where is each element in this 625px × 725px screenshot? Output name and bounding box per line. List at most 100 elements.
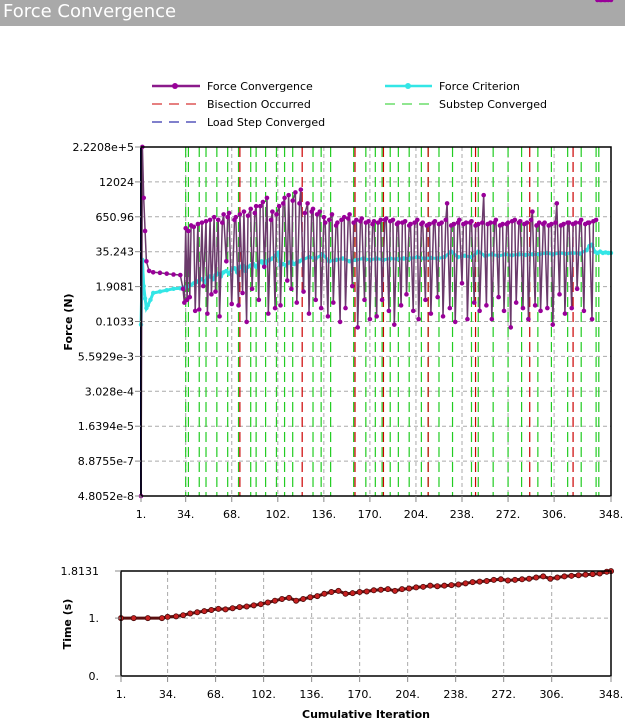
- force-convergence-point: [325, 314, 331, 319]
- time-point: [300, 595, 307, 602]
- force-convergence-point: [142, 228, 148, 234]
- force-convergence-point: [542, 220, 547, 225]
- force-convergence-point: [306, 311, 312, 316]
- legend-entry-load-step-converged[interactable]: Load Step Converged: [152, 116, 325, 129]
- force-convergence-point: [192, 308, 198, 314]
- force-convergence-point: [402, 219, 408, 224]
- force-convergence-point: [240, 290, 245, 296]
- force-convergence-point: [257, 203, 263, 209]
- force-convergence-point: [335, 220, 340, 225]
- force-convergence-point: [282, 195, 287, 201]
- force-convergence-point: [260, 199, 266, 205]
- force-convergence-point: [196, 307, 202, 312]
- time-point: [342, 590, 349, 597]
- force-convergence-point: [199, 220, 205, 225]
- time-point: [504, 577, 511, 584]
- y-tick-label: 0.1033: [96, 316, 135, 329]
- force-convergence-point: [493, 217, 499, 223]
- time-point: [519, 576, 526, 583]
- force-convergence-point: [289, 286, 294, 292]
- y-tick-label: 12024: [99, 176, 134, 189]
- time-point: [384, 586, 391, 593]
- force-convergence-point: [371, 219, 377, 224]
- force-convergence-point: [536, 220, 542, 225]
- force-criterion-point: [275, 250, 281, 256]
- force-criterion-point: [157, 289, 163, 294]
- title-bar: Force Convergence: [0, 0, 625, 26]
- x-tick-label: 102.: [251, 688, 276, 701]
- time-point: [497, 576, 504, 583]
- x-tick-label: 136.: [299, 688, 324, 701]
- force-convergence-point: [444, 201, 450, 206]
- time-point: [554, 574, 561, 581]
- y-tick-label: 1.: [89, 612, 100, 625]
- force-convergence-point: [549, 221, 554, 227]
- force-convergence-point: [505, 220, 511, 225]
- time-point: [158, 615, 165, 622]
- force-criterion-point: [224, 268, 229, 274]
- y-tick-label: 1.6394e-5: [78, 420, 134, 433]
- force-chart-grid: [141, 147, 611, 496]
- x-tick-label: 170.: [347, 688, 372, 701]
- legend-entry-substep-converged[interactable]: Substep Converged: [385, 98, 547, 111]
- time-point: [180, 612, 187, 619]
- force-convergence-point: [195, 221, 201, 227]
- time-point: [575, 572, 582, 579]
- force-convergence-point: [416, 316, 421, 322]
- x-tick-label: 68.: [223, 508, 241, 521]
- legend-entry-force-criterion[interactable]: Force Criterion: [385, 80, 520, 93]
- legend-label-force-convergence: Force Convergence: [207, 80, 313, 93]
- force-convergence-point: [524, 220, 530, 225]
- y-tick-label: 650.96: [96, 211, 135, 224]
- force-convergence-point: [313, 297, 319, 303]
- force-convergence-point: [439, 220, 444, 225]
- force-convergence-point: [480, 220, 485, 225]
- force-convergence-point: [331, 300, 336, 305]
- force-convergence-point: [253, 203, 259, 209]
- time-point: [349, 590, 356, 597]
- legend-entry-bisection-occurred[interactable]: Bisection Occurred: [152, 98, 311, 111]
- time-point: [526, 575, 533, 582]
- force-convergence-point: [386, 308, 392, 314]
- force-convergence-point: [237, 212, 243, 217]
- time-point: [335, 587, 342, 594]
- time-point: [257, 601, 264, 608]
- force-convergence-point: [241, 209, 247, 214]
- time-point: [222, 606, 229, 613]
- x-tick-label: 68.: [207, 688, 225, 701]
- force-chart-y-label: Force (N): [62, 293, 75, 350]
- force-criterion-point: [141, 283, 146, 289]
- force-convergence-point: [302, 210, 308, 216]
- time-point: [215, 605, 222, 612]
- time-chart-y-label: Time (s): [61, 599, 74, 650]
- force-convergence-point: [207, 217, 213, 223]
- force-convergence-point: [236, 303, 241, 308]
- force-convergence-point: [489, 316, 495, 322]
- force-convergence-point: [500, 221, 505, 227]
- force-convergence-point: [391, 322, 397, 327]
- time-point: [286, 594, 293, 601]
- force-convergence-point: [298, 187, 304, 192]
- force-convergence-point: [477, 308, 482, 314]
- force-convergence-point: [428, 311, 434, 316]
- x-tick-label: 204.: [404, 508, 429, 521]
- force-convergence-point: [256, 297, 262, 303]
- legend-entry-force-convergence[interactable]: Force Convergence: [152, 80, 313, 93]
- time-point: [173, 613, 180, 620]
- force-chart-series: [138, 0, 614, 499]
- y-tick-label: 4.8052e-8: [78, 490, 134, 503]
- force-convergence-point: [229, 301, 235, 307]
- force-convergence-point: [423, 297, 428, 303]
- x-tick-label: 1.: [116, 688, 127, 701]
- force-convergence-point: [341, 214, 347, 220]
- force-convergence-point: [569, 305, 575, 311]
- x-tick-label: 170.: [358, 508, 383, 521]
- time-point: [363, 588, 370, 595]
- time-point: [391, 587, 398, 594]
- time-point: [413, 584, 420, 591]
- force-convergence-point: [456, 217, 462, 223]
- force-convergence-point: [329, 212, 335, 217]
- time-point: [399, 586, 406, 593]
- force-convergence-point: [310, 206, 316, 212]
- time-chart-grid: [121, 571, 611, 676]
